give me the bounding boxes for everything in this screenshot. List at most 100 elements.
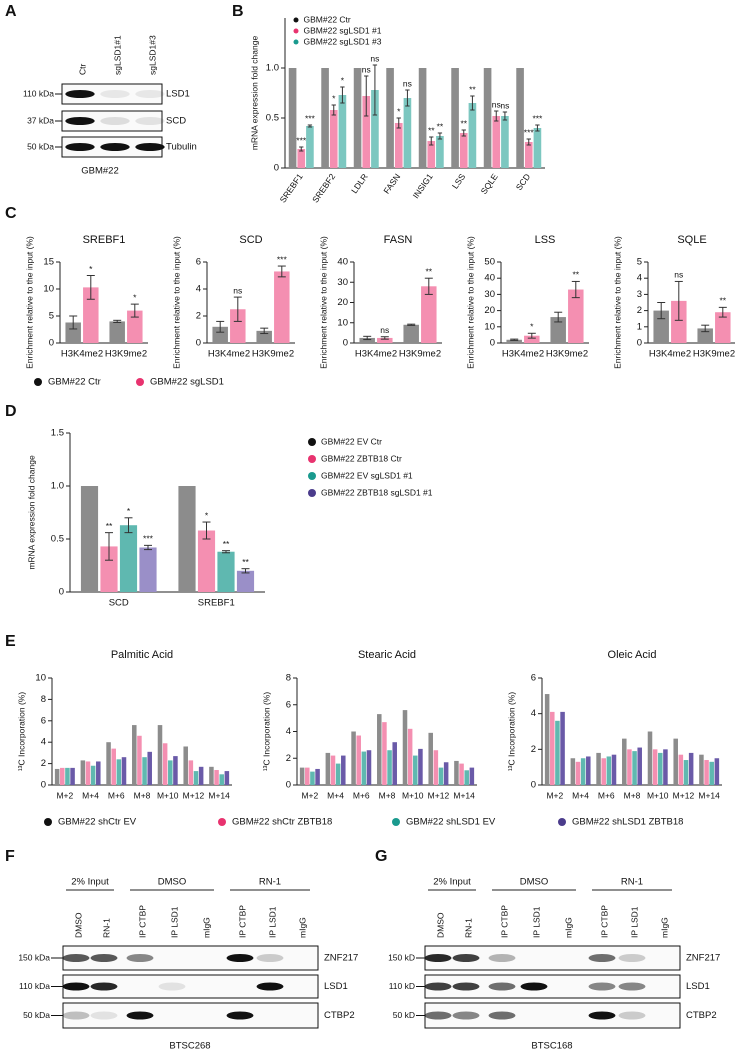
y-tick-label: 10 xyxy=(35,673,46,684)
bar xyxy=(575,761,581,785)
bar xyxy=(663,749,668,785)
significance-label: * xyxy=(397,106,401,116)
bar xyxy=(305,767,310,785)
blot-band xyxy=(588,954,616,962)
bar xyxy=(356,735,361,785)
group-label: DMSO xyxy=(520,877,549,888)
bar xyxy=(90,765,96,785)
blot-band xyxy=(424,982,452,991)
chart-title: Stearic Acid xyxy=(358,649,416,661)
blot-band xyxy=(588,982,616,991)
bar xyxy=(54,768,60,785)
legend-label: GBM#22 shLSD1 EV xyxy=(406,817,496,828)
blot-band xyxy=(135,143,165,151)
error-bar xyxy=(222,550,230,554)
bar xyxy=(173,756,178,785)
x-tick-label: M+8 xyxy=(379,790,396,800)
y-tick-label: 2 xyxy=(637,305,642,316)
bar xyxy=(70,767,75,785)
error-bar xyxy=(233,296,242,322)
blot-band xyxy=(135,117,165,125)
legend-marker xyxy=(308,489,316,497)
lane-label: mIgG xyxy=(297,917,307,938)
bar xyxy=(353,68,362,168)
x-tick-label: M+14 xyxy=(453,790,475,800)
bar xyxy=(325,752,331,785)
bar xyxy=(214,770,219,785)
x-tick-label: SCD xyxy=(514,172,532,192)
lane-label: RN-1 xyxy=(463,918,473,938)
blot-band xyxy=(90,954,118,962)
y-tick-label: 0 xyxy=(41,780,46,791)
bar xyxy=(361,751,367,785)
y-tick-label: 2 xyxy=(196,311,201,322)
x-tick-label: M+4 xyxy=(327,790,344,800)
cell-line-label: BTSC168 xyxy=(531,1041,572,1052)
error-bar xyxy=(571,280,580,299)
bar xyxy=(392,742,397,785)
legend-label: GBM#22 EV Ctr xyxy=(321,436,382,446)
y-axis-label: Enrichment relative to the input (%) xyxy=(318,236,328,369)
bar xyxy=(544,694,550,785)
x-tick-label: FASN xyxy=(381,172,402,196)
y-tick-label: 10 xyxy=(43,284,54,295)
significance-label: * xyxy=(332,93,336,103)
bar xyxy=(688,752,694,785)
bar xyxy=(459,763,464,785)
y-axis-label: Enrichment relative to the input (%) xyxy=(171,236,181,369)
blot-band xyxy=(424,1011,452,1020)
x-tick-label: H3K4me2 xyxy=(649,349,691,360)
error-bar xyxy=(241,568,250,574)
error-bar xyxy=(130,303,139,318)
bar xyxy=(451,68,459,168)
lane-label: IP CTBP xyxy=(237,905,247,938)
blot-band xyxy=(226,954,254,962)
bar xyxy=(580,758,586,785)
legend-label: GBM#22 ZBTB18 sgLSD1 #1 xyxy=(321,487,433,497)
x-tick-label: M+12 xyxy=(673,790,695,800)
blot-band xyxy=(100,117,130,125)
y-tick-label: 0 xyxy=(286,780,291,791)
y-tick-label: 3 xyxy=(637,289,642,300)
lane-label: IP CTBP xyxy=(599,905,609,938)
y-axis-label: Enrichment relative to the input (%) xyxy=(612,236,622,369)
x-tick-label: M+8 xyxy=(134,790,151,800)
error-bar xyxy=(124,517,133,534)
significance-label: ** xyxy=(572,270,579,280)
lane-label: DMSO xyxy=(435,912,445,938)
lane-label: IP LSD1 xyxy=(531,906,541,938)
bar xyxy=(673,738,678,785)
blot-band xyxy=(126,954,154,962)
bar xyxy=(329,110,338,168)
y-tick-label: 0 xyxy=(531,780,536,791)
error-bar xyxy=(372,64,378,116)
legend-label: GBM#22 shCtr EV xyxy=(58,817,137,828)
cell-line-label: BTSC268 xyxy=(169,1041,210,1052)
error-bar xyxy=(494,110,499,122)
y-tick-label: 2 xyxy=(531,744,536,755)
x-tick-label: H3K9me2 xyxy=(252,349,294,360)
significance-label: ns xyxy=(362,64,371,74)
bar xyxy=(306,126,314,168)
bar xyxy=(321,68,329,168)
protein-label: LSD1 xyxy=(324,981,348,992)
chart-title: Oleic Acid xyxy=(608,649,657,661)
blot-box xyxy=(62,1002,319,1029)
bar xyxy=(106,742,111,785)
marker-label: 110 kDa xyxy=(23,88,54,98)
error-bar xyxy=(69,315,78,330)
x-tick-label: LSS xyxy=(450,171,468,190)
blot-band xyxy=(100,90,130,98)
blot-band xyxy=(488,1011,516,1020)
bar xyxy=(330,755,336,785)
legend-marker xyxy=(218,818,226,826)
x-tick-label: SQLE xyxy=(479,171,500,196)
bar xyxy=(402,710,408,785)
bar xyxy=(506,339,522,343)
lane-label: IP LSD1 xyxy=(169,906,179,938)
blot-band xyxy=(452,954,480,962)
bar xyxy=(678,754,684,785)
legend-label: GBM#22 Ctr xyxy=(48,377,101,388)
bar xyxy=(297,149,306,168)
y-tick-label: 6 xyxy=(196,257,201,268)
